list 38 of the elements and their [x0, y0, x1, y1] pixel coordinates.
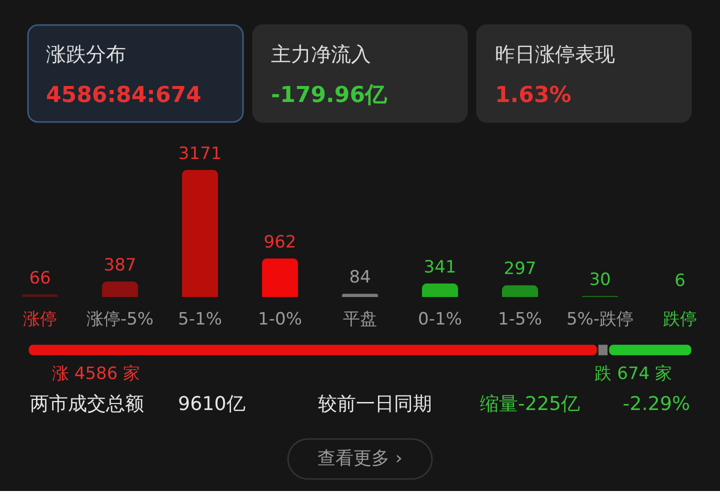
- text: 昨日涨停表现: [495, 42, 615, 66]
- x-tick-label: 涨停-5%: [86, 310, 154, 330]
- data-label: 6: [674, 270, 686, 291]
- bar: [262, 258, 298, 297]
- bar: [182, 170, 218, 297]
- x-tick-label: 跌停: [663, 310, 697, 330]
- text: 涨跌分布: [46, 42, 126, 66]
- bar: [502, 285, 538, 297]
- bar: [422, 283, 458, 297]
- text: 1.63%: [495, 83, 572, 108]
- x-tick-label: 涨停: [23, 310, 57, 330]
- text: 跌 674 家: [594, 364, 672, 384]
- data-label: 962: [264, 232, 296, 252]
- x-tick-label: 0-1%: [418, 310, 462, 330]
- data-label: 84: [349, 268, 371, 288]
- data-label: 387: [104, 255, 136, 276]
- x-tick-label: 1-5%: [498, 310, 542, 330]
- text: 9610亿: [178, 393, 246, 415]
- x-tick-label: 1-0%: [258, 310, 302, 330]
- data-label: 3171: [178, 144, 222, 164]
- x-tick-label: 5%-跌停: [566, 310, 634, 330]
- x-tick-label: 平盘: [343, 310, 377, 330]
- data-label: 66: [29, 268, 51, 288]
- data-label: 341: [424, 257, 456, 278]
- data-label: 297: [504, 259, 536, 280]
- text: 查看更多 ›: [318, 448, 402, 469]
- text: 4586:84:674: [46, 83, 202, 108]
- text: -179.96亿: [271, 83, 388, 108]
- text: -2.29%: [622, 393, 690, 415]
- data-label: 30: [589, 270, 611, 290]
- text: 主力净流入: [271, 42, 371, 66]
- bar: [102, 281, 138, 297]
- text: 缩量-225亿: [480, 393, 580, 415]
- bar: [22, 294, 58, 297]
- text: 两市成交总额: [30, 393, 144, 415]
- x-tick-label: 5-1%: [178, 310, 222, 330]
- text: 涨 4586 家: [52, 364, 140, 384]
- text: 较前一日同期: [318, 393, 432, 415]
